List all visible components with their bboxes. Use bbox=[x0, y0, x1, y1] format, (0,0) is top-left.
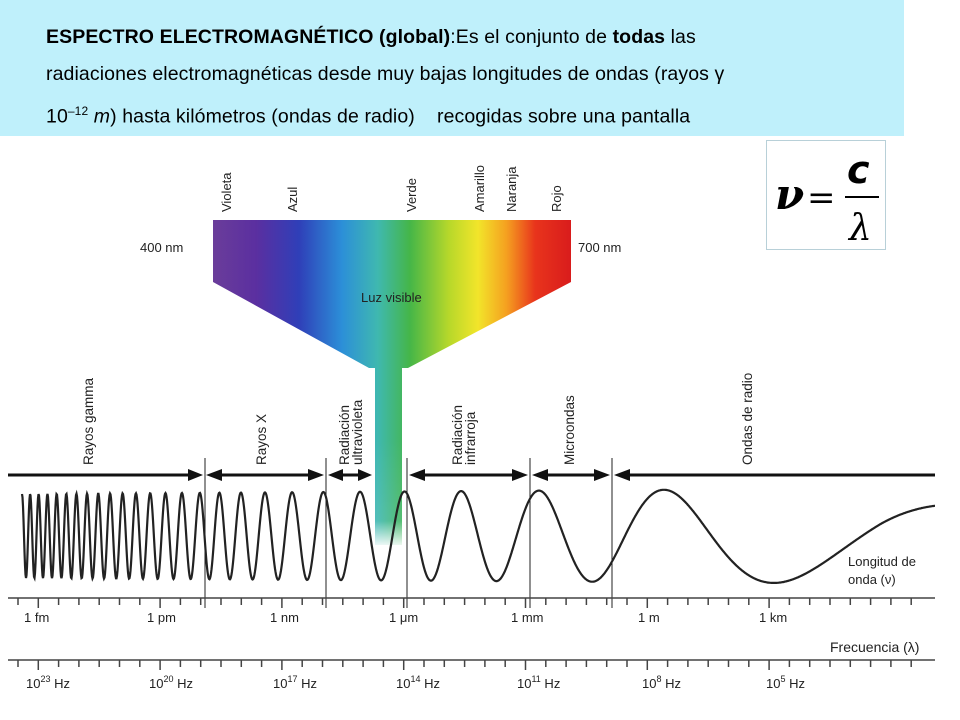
region-separators bbox=[204, 458, 613, 608]
spectrum-funnel bbox=[213, 220, 571, 545]
header-banner: ESPECTRO ELECTROMAGNÉTICO (global):Es el… bbox=[0, 0, 904, 136]
band-label-microondas: Microondas bbox=[562, 395, 577, 465]
label-luz-visible: Luz visible bbox=[361, 290, 422, 305]
header-title: ESPECTRO ELECTROMAGNÉTICO (global) bbox=[46, 26, 451, 48]
header-line3-rest: ) hasta kilómetros (ondas de radio) reco… bbox=[110, 105, 691, 128]
formula-lhs: ν bbox=[775, 170, 804, 219]
header-line-3: 10–12 m) hasta kilómetros (ondas de radi… bbox=[46, 104, 690, 129]
fr-tick-10e20: 1020 Hz bbox=[149, 674, 193, 691]
wl-tick-1um: 1 μm bbox=[389, 610, 418, 625]
wl-tick-1nm: 1 nm bbox=[270, 610, 299, 625]
fr-tick-10e5: 105 Hz bbox=[766, 674, 805, 691]
color-label-azul: Azul bbox=[285, 187, 300, 212]
frequency-axis bbox=[8, 659, 935, 670]
wl-tick-1m: 1 m bbox=[638, 610, 660, 625]
visible-spectrum bbox=[213, 220, 571, 548]
band-label-radiacion-uv: Radiación bbox=[337, 405, 352, 465]
spectrum-stem-fade bbox=[372, 440, 406, 548]
visible-color-labels: Violeta Azul Verde Amarillo Naranja Rojo bbox=[219, 165, 564, 212]
wl-tick-1mm: 1 mm bbox=[511, 610, 544, 625]
header-intro-bold: todas bbox=[612, 26, 666, 48]
formula-graphic: ν = c λ bbox=[775, 148, 879, 249]
frequency-tick-labels: 1023 Hz 1020 Hz 1017 Hz 1014 Hz 1011 Hz … bbox=[26, 674, 805, 691]
formula-eq: = bbox=[807, 178, 836, 218]
color-label-amarillo: Amarillo bbox=[472, 165, 487, 212]
formula-box: ν = c λ bbox=[766, 140, 886, 250]
header-line-2: radiaciones electromagnéticas desde muy … bbox=[46, 63, 725, 85]
color-label-violeta: Violeta bbox=[219, 172, 234, 212]
header-intro-b: las bbox=[665, 26, 696, 48]
formula-numerator: c bbox=[847, 148, 870, 192]
frequency-axis-ticks bbox=[17, 660, 912, 670]
band-label-rayos-gamma: Rayos gamma bbox=[81, 377, 96, 465]
fr-tick-10e8: 108 Hz bbox=[642, 674, 681, 691]
band-label-ondas-radio: Ondas de radio bbox=[740, 373, 755, 465]
fr-tick-10e17: 1017 Hz bbox=[273, 674, 317, 691]
band-label-ultravioleta: ultravioleta bbox=[350, 399, 365, 465]
formula-denominator: λ bbox=[847, 208, 872, 249]
label-400nm: 400 nm bbox=[140, 240, 183, 255]
band-arrows bbox=[8, 469, 935, 481]
fr-tick-10e23: 1023 Hz bbox=[26, 674, 70, 691]
label-700nm: 700 nm bbox=[578, 240, 621, 255]
band-label-infrarroja: infrarroja bbox=[463, 411, 478, 465]
fr-tick-10e14: 1014 Hz bbox=[396, 674, 440, 691]
wl-tick-1pm: 1 pm bbox=[147, 610, 176, 625]
color-label-naranja: Naranja bbox=[504, 166, 519, 212]
wavelength-tick-labels: 1 fm 1 pm 1 nm 1 μm 1 mm 1 m 1 km bbox=[24, 610, 787, 625]
color-label-rojo: Rojo bbox=[549, 185, 564, 212]
wavelength-label-line2: onda (ν) bbox=[848, 572, 896, 587]
fr-tick-10e11: 1011 Hz bbox=[517, 674, 560, 691]
band-label-rayos-x: Rayos X bbox=[254, 414, 269, 465]
wavelength-axis bbox=[8, 597, 935, 608]
header-line-1: ESPECTRO ELECTROMAGNÉTICO (global):Es el… bbox=[46, 26, 696, 49]
wavelength-axis-ticks bbox=[17, 598, 912, 608]
wl-tick-1fm: 1 fm bbox=[24, 610, 49, 625]
wave-curve bbox=[20, 488, 935, 584]
band-label-radiacion-ir: Radiación bbox=[450, 405, 465, 465]
header-line3-exp: –12 bbox=[67, 104, 89, 118]
band-labels: Rayos gamma Rayos X Radiación ultraviole… bbox=[81, 373, 755, 465]
header-line3-unit: m bbox=[93, 105, 111, 128]
wl-tick-1km: 1 km bbox=[759, 610, 787, 625]
color-label-verde: Verde bbox=[404, 178, 419, 212]
frequency-label: Frecuencia (λ) bbox=[830, 639, 919, 655]
header-line3-base: 10 bbox=[46, 105, 68, 128]
header-intro-a: :Es el conjunto de bbox=[450, 26, 613, 48]
wavelength-label-line1: Longitud de bbox=[848, 554, 916, 569]
